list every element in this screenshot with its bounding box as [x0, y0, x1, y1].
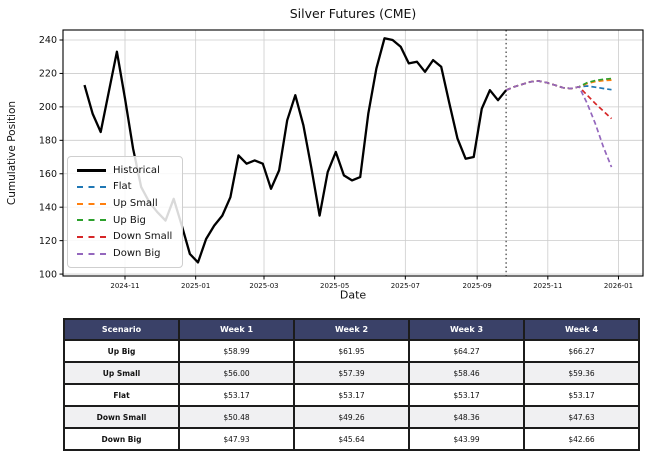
price-cell: $45.64: [293, 427, 410, 451]
scenario-price-table: Scenario Week 1 Week 2 Week 3 Week 4 Up Big $…: [63, 318, 640, 451]
legend-sample-2: [77, 202, 106, 205]
legend-sample-3: [77, 219, 106, 222]
price-cell: $53.17: [293, 383, 410, 407]
legend-item-down-big: Down Big: [77, 248, 173, 259]
table-row: Up Small $56.00 $57.39 $58.46 $59.36: [63, 361, 640, 385]
table-header-cell: Week 2: [293, 318, 410, 341]
price-cell: $43.99: [408, 427, 525, 451]
price-cell: $56.00: [178, 361, 295, 385]
y-tick-label: 100: [39, 269, 57, 280]
legend-sample-5: [77, 252, 106, 255]
scenario-cell: Down Big: [63, 427, 180, 451]
price-cell: $47.63: [523, 405, 640, 429]
x-tick-label: 2025-01: [181, 282, 210, 290]
price-cell: $59.36: [523, 361, 640, 385]
legend-item-down-small: Down Small: [77, 231, 173, 242]
y-tick-label: 160: [39, 169, 57, 180]
price-cell: $53.17: [178, 383, 295, 407]
legend-label: Historical: [113, 164, 160, 176]
legend-item-historical: Historical: [77, 165, 173, 176]
price-cell: $47.93: [178, 427, 295, 451]
x-tick-label: 2025-11: [533, 282, 562, 290]
x-tick-label: 2024-11: [110, 282, 139, 290]
silver-futures-chart: 2024-11 2025-01 2025-03 2025-05 2025-07 2025-…: [6, 6, 644, 302]
table-header-cell: Week 3: [408, 318, 525, 341]
legend-label: Up Small: [113, 198, 158, 210]
price-cell: $53.17: [523, 383, 640, 407]
table-row: Flat $53.17 $53.17 $53.17 $53.17: [63, 383, 640, 407]
scenario-cell: Up Small: [63, 361, 180, 385]
y-tick-label: 180: [39, 136, 57, 147]
price-cell: $50.48: [178, 405, 295, 429]
legend-label: Up Big: [113, 214, 146, 226]
y-tick-label: 140: [39, 202, 57, 213]
y-tick-label: 240: [39, 35, 57, 46]
price-cell: $53.17: [408, 383, 525, 407]
legend-item-flat: Flat: [77, 181, 173, 192]
scenario-cell: Down Small: [63, 405, 180, 429]
price-cell: $48.36: [408, 405, 525, 429]
scenario-cell: Up Big: [63, 339, 180, 363]
legend-sample-1: [77, 185, 106, 188]
scenario-price-table-wrap: Scenario Week 1 Week 2 Week 3 Week 4 Up Big $…: [63, 318, 640, 451]
y-tick-label: 120: [39, 236, 57, 247]
table-header-cell: Week 1: [178, 318, 295, 341]
table-header-cell: Week 4: [523, 318, 640, 341]
chart-legend: Historical Flat Up Small Up Big Down Sma…: [67, 156, 183, 268]
x-tick-label: 2025-09: [463, 282, 492, 290]
x-tick-label: 2025-05: [320, 282, 349, 290]
y-tick-label: 200: [39, 102, 57, 113]
legend-sample-4: [77, 235, 106, 238]
forecast-line-down-big: [505, 80, 613, 168]
legend-item-up-big: Up Big: [77, 215, 173, 226]
plot-border: [62, 29, 644, 277]
legend-label: Down Small: [113, 231, 173, 243]
x-axis-label: Date: [339, 288, 367, 302]
table-row: Down Small $50.48 $49.26 $48.36 $47.63: [63, 405, 640, 429]
legend-sample-0: [77, 168, 106, 172]
legend-label: Flat: [113, 181, 132, 193]
table-header-cell: Scenario: [63, 318, 180, 341]
forecast-line-flat: [505, 80, 612, 91]
scenario-cell: Flat: [63, 383, 180, 407]
y-axis-label: Cumulative Position: [6, 100, 18, 206]
y-tick-label: 220: [39, 69, 57, 80]
table-row: Down Big $47.93 $45.64 $43.99 $42.66: [63, 427, 640, 451]
price-cell: $49.26: [293, 405, 410, 429]
legend-item-up-small: Up Small: [77, 198, 173, 209]
price-cell: $42.66: [523, 427, 640, 451]
table-header-row: Scenario Week 1 Week 2 Week 3 Week 4: [63, 318, 640, 341]
x-tick-label: 2025-07: [391, 282, 420, 290]
price-cell: $66.27: [523, 339, 640, 363]
legend-label: Down Big: [113, 248, 161, 260]
price-cell: $61.95: [293, 339, 410, 363]
chart-title: Silver Futures (CME): [289, 6, 417, 21]
x-tick-label: 2025-03: [249, 282, 278, 290]
price-cell: $57.39: [293, 361, 410, 385]
x-tick-label: 2026-01: [604, 282, 633, 290]
price-cell: $58.99: [178, 339, 295, 363]
table-row: Up Big $58.99 $61.95 $64.27 $66.27: [63, 339, 640, 363]
price-cell: $58.46: [408, 361, 525, 385]
price-cell: $64.27: [408, 339, 525, 363]
